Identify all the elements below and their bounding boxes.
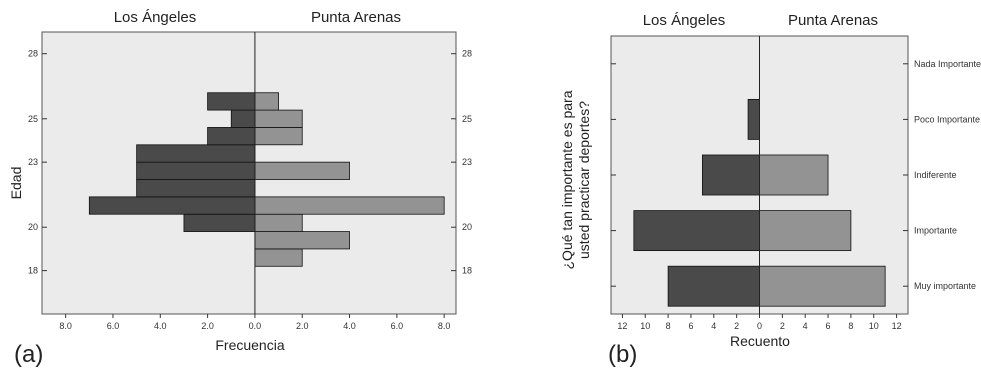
bar-punta-arenas bbox=[759, 210, 852, 252]
category-label: Poco Importante bbox=[914, 114, 980, 124]
bar-los-angeles bbox=[633, 210, 760, 252]
y-axis-label: ¿Qué tan importante es parausted practic… bbox=[559, 90, 592, 269]
y-tick-label-left: 18 bbox=[28, 266, 38, 276]
bar-los-angeles bbox=[207, 127, 256, 146]
bar-punta-arenas bbox=[254, 92, 279, 111]
bar-los-angeles bbox=[747, 98, 760, 140]
header-los-angeles: Los Ángeles bbox=[643, 12, 726, 29]
panel-label: (a) bbox=[14, 341, 43, 368]
chart-a: 28 28 25 25 23 23 20 20 18 18 8.0 6.0 4.0 2.0 0.0 2.0 4.… bbox=[8, 9, 472, 368]
bar-los-angeles bbox=[136, 179, 256, 198]
bar-los-angeles bbox=[701, 154, 760, 196]
x-tick-label: 2 bbox=[780, 321, 785, 331]
category-label: Indiferente bbox=[914, 170, 957, 180]
bar-los-angeles bbox=[667, 265, 760, 307]
x-tick-label: 8.0 bbox=[438, 321, 451, 331]
bar-punta-arenas bbox=[759, 154, 829, 196]
chart-b: Nada Importante Poco Importante Indiferent… bbox=[559, 12, 981, 368]
header-punta-arenas: Punta Arenas bbox=[788, 12, 878, 29]
x-tick-label: 4 bbox=[711, 321, 716, 331]
x-tick-label: 10 bbox=[869, 321, 879, 331]
x-tick-label: 2.0 bbox=[296, 321, 309, 331]
x-tick-label: 6.0 bbox=[107, 321, 120, 331]
x-tick-label: 10 bbox=[640, 321, 650, 331]
x-tick-label: 4.0 bbox=[154, 321, 167, 331]
x-tick-label: 4.0 bbox=[343, 321, 356, 331]
y-tick-label-left: 20 bbox=[28, 222, 38, 232]
x-tick-label: 6 bbox=[688, 321, 693, 331]
y-tick-label-left: 28 bbox=[28, 49, 38, 59]
header-punta-arenas: Punta Arenas bbox=[311, 9, 401, 26]
panel-label: (b) bbox=[608, 341, 637, 368]
bar-punta-arenas bbox=[254, 127, 303, 146]
category-label: Muy importante bbox=[914, 281, 976, 291]
x-tick-label: 2 bbox=[734, 321, 739, 331]
y-tick-label-right: 25 bbox=[462, 114, 472, 124]
x-tick-label: 6.0 bbox=[391, 321, 404, 331]
bar-los-angeles bbox=[136, 161, 256, 180]
x-tick-label: 0 bbox=[757, 321, 762, 331]
y-tick-label-right: 23 bbox=[462, 157, 472, 167]
bar-los-angeles bbox=[183, 213, 256, 232]
header-los-angeles: Los Ángeles bbox=[114, 9, 197, 26]
x-tick-label: 0.0 bbox=[249, 321, 262, 331]
x-axis-label: Recuento bbox=[730, 333, 790, 349]
y-tick-label-right: 20 bbox=[462, 222, 472, 232]
x-tick-label: 2.0 bbox=[201, 321, 214, 331]
y-tick-label-right: 28 bbox=[462, 49, 472, 59]
x-tick-label: 8 bbox=[666, 321, 671, 331]
bar-punta-arenas bbox=[254, 161, 350, 180]
x-tick-label: 12 bbox=[892, 321, 902, 331]
y-axis-label: Edad bbox=[8, 167, 24, 200]
x-tick-label: 8.0 bbox=[59, 321, 72, 331]
x-axis-label: Frecuencia bbox=[215, 337, 284, 353]
bar-punta-arenas bbox=[759, 265, 886, 307]
x-tick-label: 4 bbox=[803, 321, 808, 331]
y-tick-label-left: 23 bbox=[28, 157, 38, 167]
bar-los-angeles bbox=[230, 109, 256, 128]
bar-los-angeles bbox=[136, 144, 256, 163]
bar-los-angeles bbox=[88, 196, 256, 215]
bar-punta-arenas bbox=[254, 213, 303, 232]
bar-los-angeles bbox=[207, 92, 256, 111]
bar-punta-arenas bbox=[254, 109, 303, 128]
category-label: Importante bbox=[914, 226, 957, 236]
bar-punta-arenas bbox=[254, 231, 350, 250]
y-tick-label-right: 18 bbox=[462, 266, 472, 276]
y-tick-label-left: 25 bbox=[28, 114, 38, 124]
x-tick-label: 12 bbox=[617, 321, 627, 331]
x-tick-label: 8 bbox=[848, 321, 853, 331]
x-tick-label: 6 bbox=[826, 321, 831, 331]
bar-punta-arenas bbox=[254, 248, 303, 267]
category-label: Nada Importante bbox=[914, 59, 981, 69]
bar-punta-arenas bbox=[254, 196, 445, 215]
